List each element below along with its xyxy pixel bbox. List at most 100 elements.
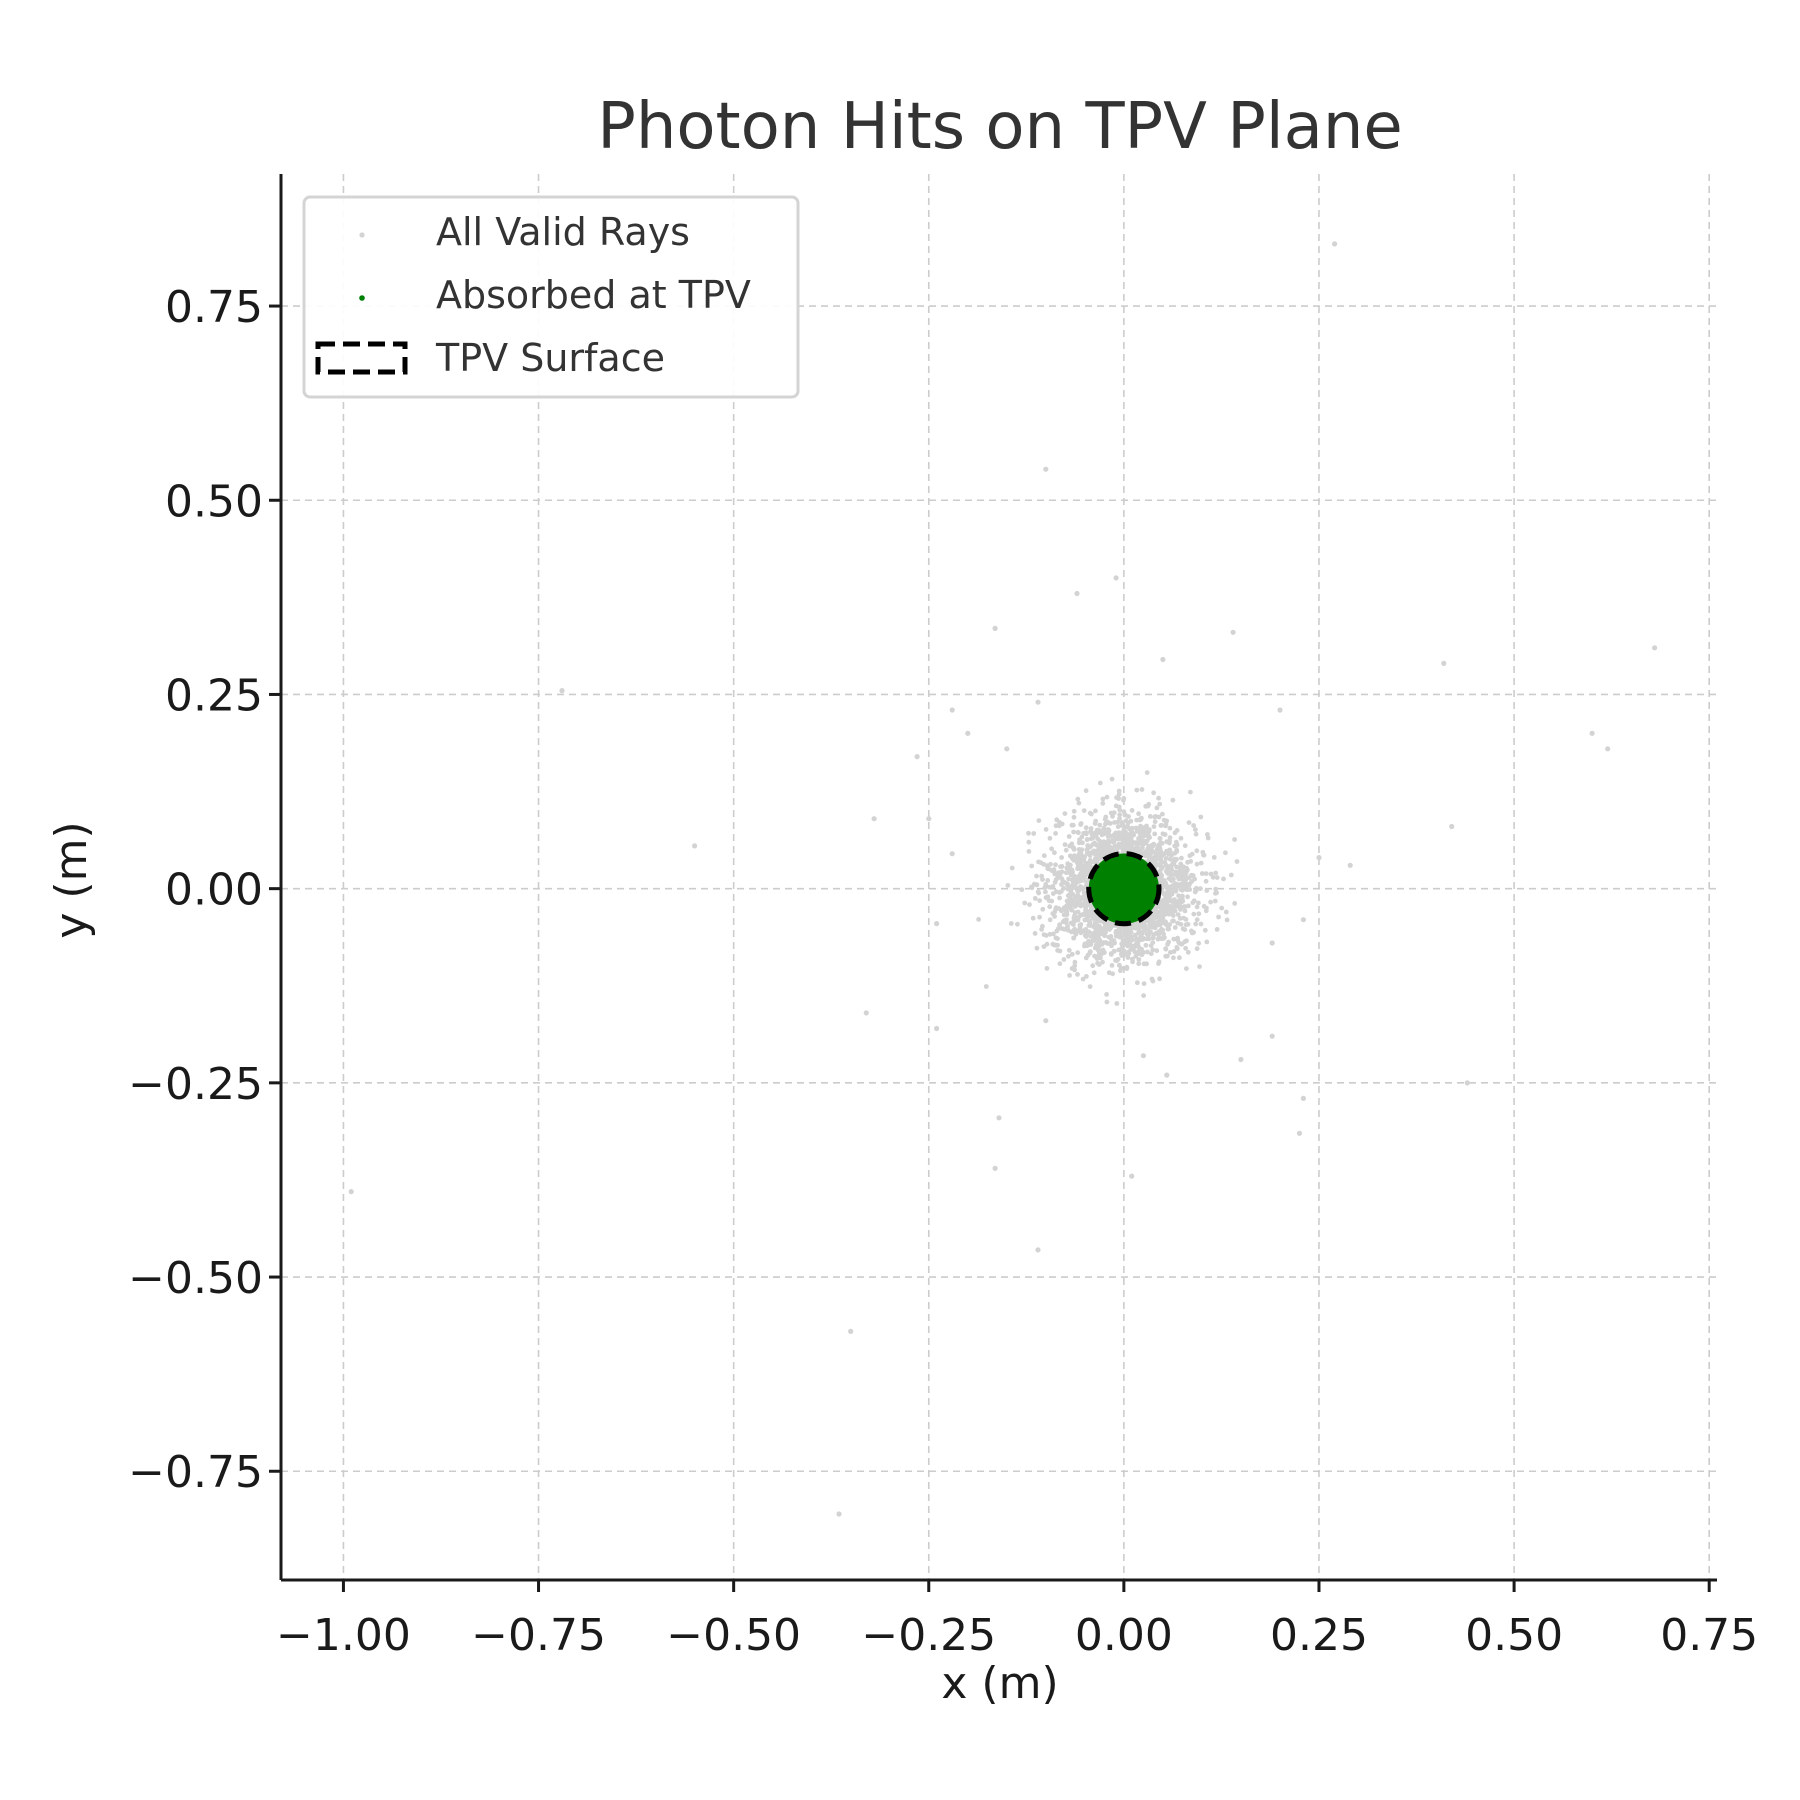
ray-point: [1158, 823, 1164, 828]
ray-point: [1198, 814, 1204, 820]
ray-point: [1104, 992, 1109, 997]
ray-point: [1041, 853, 1047, 859]
ray-point: [1134, 787, 1140, 793]
ray-point: [1083, 830, 1089, 836]
ray-point: [1156, 911, 1161, 917]
ray-point: [1055, 936, 1060, 941]
ray-point: [1101, 839, 1106, 845]
ray-point: [1193, 921, 1199, 927]
ray-point: [1078, 859, 1084, 865]
ray-point: [1114, 1001, 1120, 1006]
ray-point: [1147, 835, 1152, 840]
ray-point: [1078, 922, 1084, 927]
ray-point: [1087, 949, 1093, 955]
ray-point: [1083, 825, 1089, 831]
ray-point: [1077, 897, 1082, 903]
y-tick-label: 0.25: [165, 670, 263, 721]
absorbed-region: [1088, 853, 1159, 924]
ray-point: [1164, 953, 1170, 959]
ray-point: [1134, 941, 1139, 946]
ray-point: [1127, 831, 1133, 837]
ray-point: [1160, 656, 1166, 663]
ray-point: [1065, 881, 1070, 886]
ray-point: [1151, 824, 1157, 829]
ray-point: [1140, 936, 1146, 942]
ray-point: [1071, 814, 1077, 820]
ray-point: [1177, 955, 1182, 961]
ray-point: [1141, 950, 1146, 955]
ray-point: [1048, 861, 1053, 867]
ray-point: [1022, 900, 1028, 906]
ray-point: [1122, 812, 1128, 818]
ray-point: [1464, 1080, 1470, 1086]
ray-point: [1180, 881, 1186, 887]
ray-point: [1075, 829, 1081, 835]
ray-point: [1092, 953, 1097, 959]
ray-point: [1032, 931, 1038, 936]
ray-point: [1178, 921, 1184, 927]
ray-point: [1106, 970, 1112, 976]
ray-point: [1155, 862, 1161, 868]
ray-point: [1232, 837, 1237, 842]
ray-point: [1074, 900, 1079, 906]
ray-point: [1096, 944, 1102, 949]
ray-point: [871, 816, 877, 822]
ray-point: [1071, 919, 1077, 925]
ray-point: [1076, 800, 1082, 806]
y-tick-label: −0.50: [128, 1253, 263, 1304]
ray-point: [1183, 877, 1189, 882]
ray-point: [1204, 888, 1210, 893]
ray-point: [1202, 927, 1208, 933]
ray-point: [1034, 945, 1040, 951]
ray-point: [1174, 864, 1179, 870]
ray-point: [1203, 878, 1209, 884]
ray-point: [1083, 860, 1089, 866]
ray-point: [1152, 819, 1158, 825]
ray-point: [1300, 917, 1306, 923]
ray-point: [1178, 869, 1184, 874]
ray-point: [1168, 864, 1174, 869]
ray-point: [1160, 915, 1166, 921]
ray-point: [1127, 937, 1133, 943]
ray-point: [1186, 903, 1191, 909]
ray-point: [1168, 950, 1173, 955]
ray-point: [1160, 811, 1165, 817]
x-tick-label: −0.75: [471, 1610, 606, 1661]
ray-point: [1015, 921, 1020, 927]
ray-point: [1441, 660, 1447, 667]
ray-point: [1146, 828, 1152, 834]
ray-point: [1070, 881, 1076, 887]
ray-point: [1605, 746, 1611, 752]
ray-point: [914, 754, 920, 760]
ray-point: [1130, 945, 1136, 951]
ray-point: [1075, 972, 1080, 977]
x-tick-label: 0.25: [1270, 1610, 1368, 1661]
ray-point: [1071, 847, 1077, 852]
ray-point: [1125, 951, 1131, 957]
ray-point: [1151, 841, 1157, 847]
ray-point: [1037, 914, 1042, 920]
ray-point: [1080, 976, 1086, 982]
ray-point: [1049, 898, 1055, 904]
ray-point: [1117, 812, 1123, 818]
ray-point: [1179, 855, 1184, 861]
x-axis-label: x (m): [941, 1658, 1058, 1709]
ray-point: [1224, 917, 1230, 923]
ray-point: [1082, 917, 1088, 923]
ray-point: [1137, 946, 1143, 952]
ray-point: [1062, 811, 1068, 816]
ray-point: [934, 1025, 940, 1032]
ray-point: [348, 1189, 354, 1195]
ray-point: [1035, 1247, 1041, 1253]
ray-point: [1140, 922, 1145, 928]
ray-point: [1084, 837, 1090, 843]
ray-point: [1194, 848, 1200, 854]
ray-point: [1081, 895, 1087, 901]
ray-point: [1138, 836, 1144, 842]
ray-point: [1152, 831, 1158, 837]
ray-point: [1197, 964, 1202, 969]
ray-point: [1152, 925, 1158, 931]
ray-point: [1134, 936, 1140, 942]
ray-point: [1051, 867, 1057, 872]
ray-point: [1070, 822, 1076, 828]
